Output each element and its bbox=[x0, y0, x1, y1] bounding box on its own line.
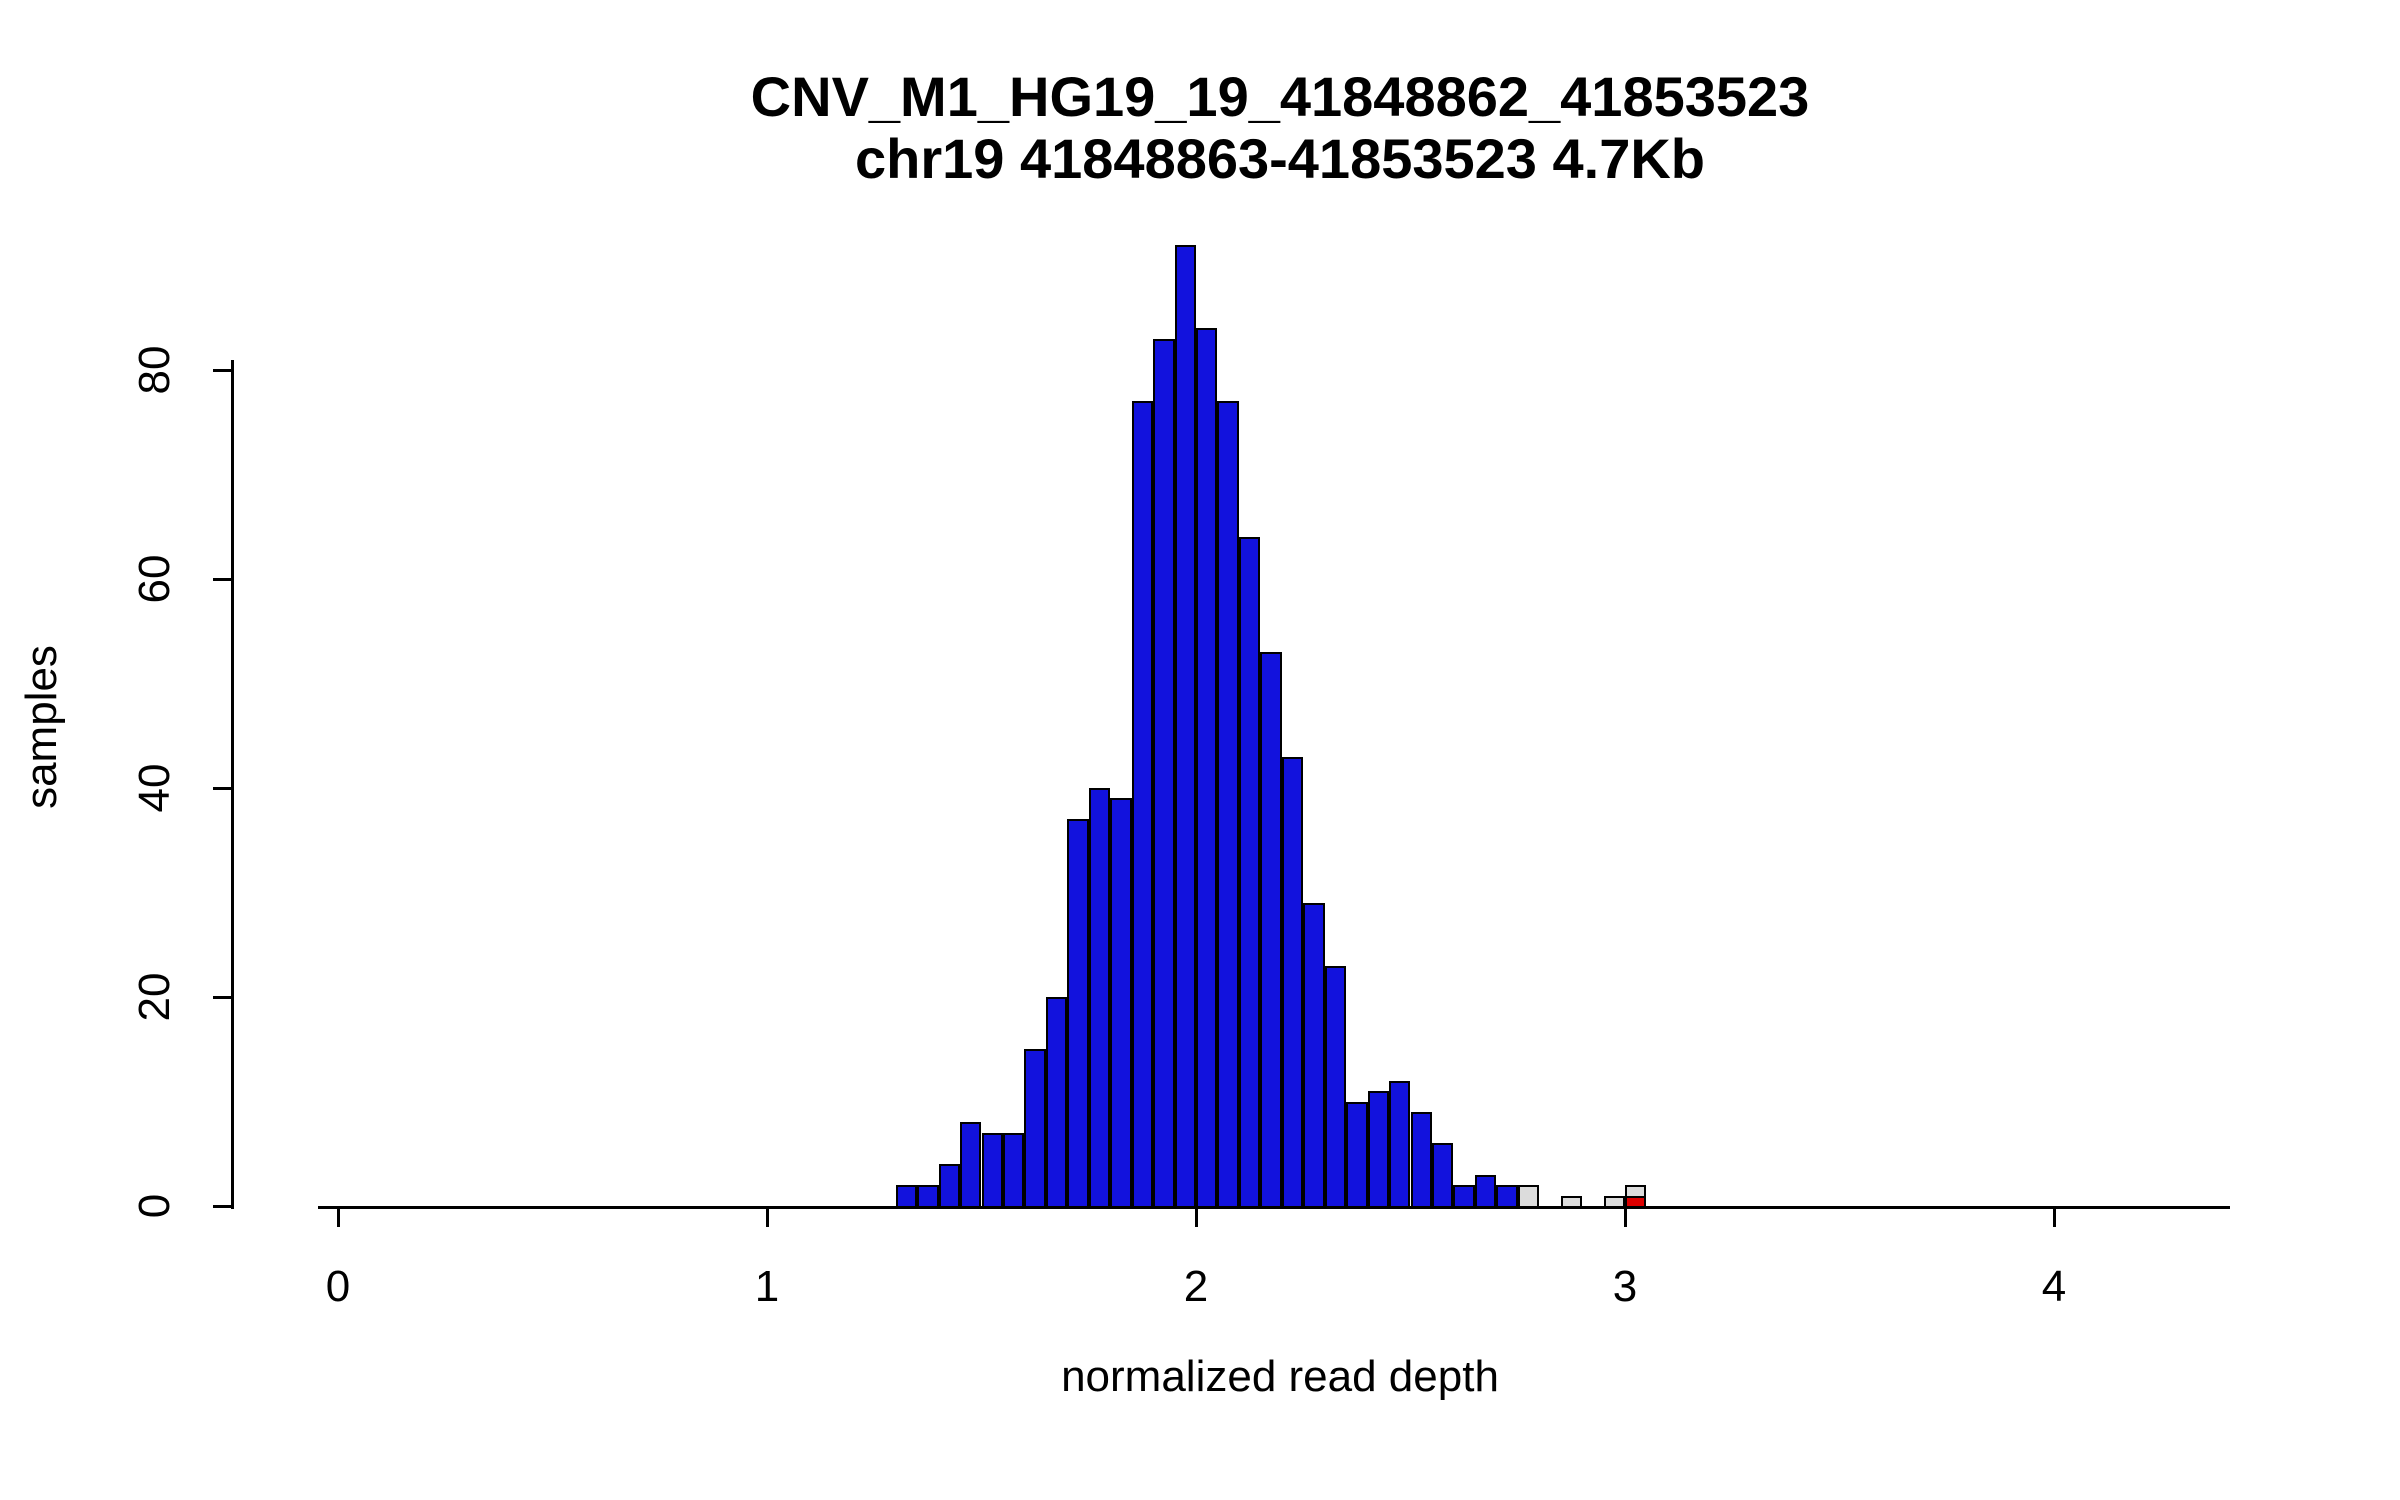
histogram-bar-blue bbox=[1153, 338, 1175, 1208]
histogram-bar-blue bbox=[960, 1122, 982, 1208]
histogram-bar-blue bbox=[938, 1164, 961, 1208]
y-tick-mark-0 bbox=[213, 1205, 232, 1208]
histogram-bar-blue bbox=[1474, 1174, 1497, 1208]
x-tick-label-2: 2 bbox=[1183, 1262, 1209, 1311]
histogram-bar-blue bbox=[1346, 1101, 1368, 1208]
histogram-bar-blue bbox=[1217, 401, 1239, 1208]
x-tick-mark-0 bbox=[337, 1208, 340, 1227]
x-tick-label-3: 3 bbox=[1612, 1262, 1638, 1311]
y-tick-label-20: 20 bbox=[130, 972, 179, 1022]
histogram-bar-blue bbox=[1281, 756, 1304, 1208]
y-tick-mark-40 bbox=[213, 787, 232, 790]
x-tick-mark-4 bbox=[2053, 1208, 2056, 1227]
histogram-bar-blue bbox=[1367, 1091, 1390, 1208]
y-tick-mark-20 bbox=[213, 996, 232, 999]
x-tick-mark-3 bbox=[1624, 1208, 1627, 1227]
histogram-bar-blue bbox=[1260, 652, 1282, 1208]
x-tick-mark-2 bbox=[1195, 1208, 1198, 1227]
histogram-bar-blue bbox=[1453, 1185, 1475, 1208]
y-tick-label-40: 40 bbox=[130, 763, 179, 813]
y-tick-label-80: 80 bbox=[130, 345, 179, 395]
histogram-bar-gray bbox=[1603, 1195, 1625, 1208]
y-axis-label: samples bbox=[17, 645, 66, 809]
histogram-bar-blue bbox=[1174, 244, 1196, 1208]
histogram-bar-blue bbox=[1303, 902, 1325, 1208]
x-tick-mark-1 bbox=[766, 1208, 769, 1227]
histogram-bar-blue bbox=[1496, 1185, 1518, 1208]
chart-title: CNV_M1_HG19_19_41848862_41853523 bbox=[750, 65, 1810, 128]
histogram-bar-gray bbox=[1517, 1185, 1540, 1208]
x-axis-label: normalized read depth bbox=[1061, 1352, 1499, 1401]
histogram-bar-gray bbox=[1625, 1185, 1647, 1198]
histogram-bar-blue bbox=[895, 1185, 918, 1208]
x-tick-label-1: 1 bbox=[754, 1262, 780, 1311]
chart-subtitle: chr19 41848863-41853523 4.7Kb bbox=[854, 127, 1706, 190]
histogram-bar-blue bbox=[1024, 1049, 1046, 1208]
x-tick-label-0: 0 bbox=[325, 1262, 351, 1311]
histogram-bar-blue bbox=[1238, 537, 1261, 1208]
histogram-bar-blue bbox=[1002, 1132, 1025, 1208]
y-axis-line bbox=[231, 360, 234, 1209]
histogram-bar-blue bbox=[1389, 1080, 1411, 1208]
histogram-bar-blue bbox=[1088, 788, 1111, 1208]
y-tick-mark-80 bbox=[213, 369, 232, 372]
y-tick-mark-60 bbox=[213, 578, 232, 581]
histogram-bar-blue bbox=[1431, 1143, 1454, 1208]
y-tick-label-60: 60 bbox=[130, 554, 179, 604]
y-tick-label-0: 0 bbox=[130, 1193, 179, 1219]
histogram-bar-gray bbox=[1560, 1195, 1583, 1208]
histogram-bar-blue bbox=[1196, 328, 1218, 1208]
histogram-bar-blue bbox=[1410, 1111, 1432, 1208]
histogram-bar-blue bbox=[1045, 997, 1068, 1208]
histogram-bar-blue bbox=[1324, 965, 1347, 1208]
histogram-bar-blue bbox=[917, 1185, 939, 1208]
histogram-bar-blue bbox=[1131, 401, 1154, 1208]
histogram-bar-blue bbox=[1067, 819, 1089, 1208]
histogram-bar-blue bbox=[1110, 798, 1132, 1208]
histogram-bar-blue bbox=[981, 1132, 1003, 1208]
x-tick-label-4: 4 bbox=[2041, 1262, 2067, 1311]
